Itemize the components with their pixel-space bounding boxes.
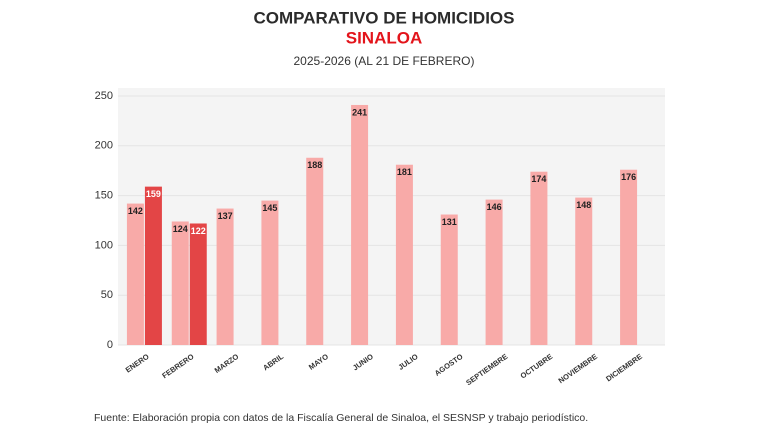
x-tick-label: DICIEMBRE (604, 352, 644, 384)
data-label: 142 (128, 206, 143, 216)
y-tick-label: 0 (107, 339, 113, 351)
data-label: 146 (487, 202, 502, 212)
x-tick-label: ABRIL (261, 352, 285, 373)
data-label: 131 (442, 217, 457, 227)
data-label: 145 (262, 203, 277, 213)
bar (306, 157, 324, 345)
chart-subtitle: SINALOA (346, 28, 423, 47)
bar (530, 171, 548, 345)
x-tick-label: AGOSTO (433, 352, 465, 378)
bar (144, 186, 162, 345)
x-tick-label: ENERO (124, 352, 151, 375)
x-tick-label: MARZO (213, 352, 241, 375)
y-tick-label: 100 (95, 239, 113, 251)
bar (575, 197, 593, 345)
bar (189, 223, 207, 345)
bar (440, 214, 458, 345)
y-tick-label: 50 (101, 289, 113, 301)
x-tick-label: FEBRERO (160, 352, 195, 381)
x-tick-label: NOVIEMBRE (557, 352, 599, 385)
bar (126, 203, 144, 345)
x-tick-label: JULIO (396, 352, 419, 372)
data-label: 241 (352, 107, 367, 117)
bar (261, 200, 279, 345)
y-tick-label: 200 (95, 140, 113, 152)
bar (620, 169, 638, 345)
data-label: 159 (146, 189, 161, 199)
x-tick-label: MAYO (307, 352, 330, 372)
plot-background (118, 88, 665, 345)
data-label: 188 (307, 160, 322, 170)
data-label: 124 (173, 224, 188, 234)
data-label: 174 (531, 174, 546, 184)
x-tick-label: OCTUBRE (519, 352, 555, 381)
bar (351, 104, 369, 346)
data-label: 181 (397, 167, 412, 177)
x-tick-label: SEPTIEMBRE (464, 352, 509, 387)
bar (216, 208, 234, 345)
chart-title: COMPARATIVO DE HOMICIDIOS (254, 8, 515, 27)
y-tick-label: 250 (95, 90, 113, 102)
y-tick-label: 150 (95, 190, 113, 202)
chart-period: 2025-2026 (AL 21 DE FEBRERO) (294, 54, 475, 68)
source-note: Fuente: Elaboración propia con datos de … (94, 412, 588, 424)
data-label: 122 (191, 226, 206, 236)
data-label: 176 (621, 172, 636, 182)
bar (395, 164, 413, 345)
bar (171, 221, 189, 345)
x-tick-label: JUNIO (351, 352, 375, 373)
data-label: 137 (218, 211, 233, 221)
bar (485, 199, 503, 345)
data-label: 148 (576, 200, 591, 210)
